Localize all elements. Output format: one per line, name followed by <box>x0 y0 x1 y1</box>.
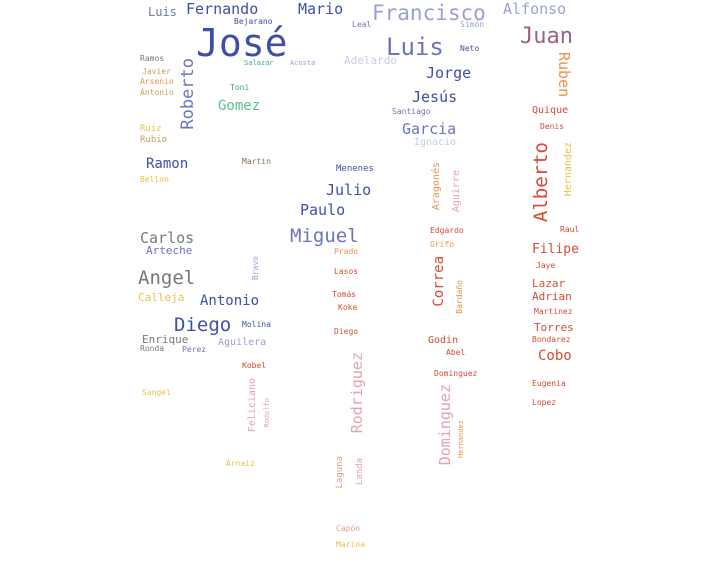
cloud-word: Diego <box>174 314 232 336</box>
cloud-word: Javier <box>142 67 171 76</box>
cloud-word: Menenes <box>336 164 374 174</box>
cloud-word: Denis <box>540 122 565 131</box>
cloud-word: Angel <box>138 267 196 289</box>
cloud-word: Luis <box>148 5 177 19</box>
cloud-word: Koke <box>338 303 358 312</box>
cloud-word: Salazar <box>244 59 274 67</box>
cloud-word: Lasos <box>334 267 359 276</box>
cloud-word: Dominguez <box>436 384 454 466</box>
cloud-word: Aguilera <box>218 337 267 348</box>
cloud-word: Aragonés <box>431 162 442 211</box>
cloud-word: Lazar <box>532 277 566 290</box>
cloud-word: Cobo <box>538 348 572 364</box>
cloud-word: Ramon <box>146 156 189 172</box>
cloud-word: Godin <box>428 335 459 346</box>
cloud-word: Filipe <box>532 242 579 257</box>
cloud-word: Jesús <box>412 88 458 106</box>
cloud-word: Edgardo <box>430 226 464 235</box>
cloud-word: José <box>196 21 288 65</box>
cloud-word: Ramos <box>140 54 165 63</box>
cloud-word: Kobel <box>242 361 267 370</box>
cloud-word: Calleja <box>138 291 185 304</box>
cloud-word: Arteche <box>146 244 193 257</box>
cloud-word: Martinez <box>534 307 573 316</box>
cloud-word: Bardaño <box>455 280 464 314</box>
cloud-word: Jaye <box>536 261 556 270</box>
cloud-word: Rodriguez <box>348 352 366 434</box>
cloud-word: Miguel <box>290 225 359 247</box>
cloud-word: Bondarez <box>532 335 571 344</box>
cloud-word: Santiago <box>392 107 431 116</box>
cloud-word: Arsenio <box>140 77 174 86</box>
cloud-word: Marina <box>336 540 365 549</box>
cloud-word: Enrique <box>142 333 189 346</box>
cloud-word: Sangel <box>142 388 171 397</box>
cloud-word: Alfonso <box>503 0 567 18</box>
cloud-word: Rodolfo <box>263 398 271 428</box>
cloud-word: Torres <box>534 321 574 334</box>
cloud-word: Paulo <box>300 201 346 219</box>
cloud-word: Capón <box>336 524 361 533</box>
cloud-word: Mario <box>298 0 344 18</box>
cloud-word: Martin <box>242 157 271 166</box>
cloud-word: Fernando <box>186 0 259 18</box>
cloud-word: Eugenia <box>532 379 566 388</box>
cloud-word: Tomás <box>332 290 357 299</box>
cloud-word: Acosta <box>290 59 316 67</box>
cloud-word: Leal <box>352 20 372 29</box>
cloud-word: Quique <box>532 105 569 116</box>
cloud-word: Laguna <box>335 456 345 489</box>
cloud-word: Landa <box>355 458 365 486</box>
cloud-word: Molina <box>242 320 271 329</box>
cloud-word: Francisco <box>372 1 486 25</box>
cloud-word: Alberto <box>530 142 552 223</box>
cloud-word: Aguirre <box>451 170 462 213</box>
cloud-word: Gomez <box>218 98 261 114</box>
cloud-word: Ignacio <box>414 137 457 148</box>
cloud-word: Julio <box>326 181 372 199</box>
cloud-word: Correa <box>431 256 447 307</box>
cloud-word: Diego <box>334 327 359 336</box>
cloud-word: Grifo <box>430 240 455 249</box>
cloud-word: Hernandez <box>563 142 574 197</box>
cloud-word: Simón <box>460 20 485 29</box>
cloud-word: Jorge <box>426 64 472 82</box>
cloud-word: Roberto <box>178 58 198 130</box>
cloud-word: Raul <box>560 225 580 234</box>
cloud-word: Rubio <box>140 135 168 145</box>
cloud-word: Garcia <box>402 120 457 138</box>
cloud-word: Prado <box>334 247 359 256</box>
cloud-word: Adrian <box>532 290 572 303</box>
cloud-word: Carlos <box>140 229 195 247</box>
cloud-word: Antonio <box>140 88 174 97</box>
cloud-word: Juan <box>520 24 573 49</box>
cloud-word: Antonio <box>200 293 260 309</box>
cloud-word: Neto <box>460 44 480 53</box>
cloud-word: Lopez <box>532 398 557 407</box>
cloud-word: Toni <box>230 83 250 92</box>
cloud-word: Dominguez <box>434 369 478 378</box>
cloud-word: Hernandez <box>457 420 465 458</box>
cloud-word: Ruben <box>555 52 573 98</box>
cloud-word: Ronda <box>140 344 165 353</box>
cloud-word: Bellon <box>140 175 169 184</box>
cloud-word: Bejarano <box>234 17 273 26</box>
cloud-word: Luis <box>386 33 444 61</box>
cloud-word: Ruiz <box>140 124 162 134</box>
cloud-word: Feliciano <box>247 378 258 433</box>
cloud-word: Abel <box>446 348 466 357</box>
cloud-word: Perez <box>182 345 207 354</box>
cloud-word: Bravo <box>251 256 260 281</box>
cloud-word: Arnaiz <box>226 459 255 468</box>
cloud-word: Adelardo <box>344 54 397 67</box>
